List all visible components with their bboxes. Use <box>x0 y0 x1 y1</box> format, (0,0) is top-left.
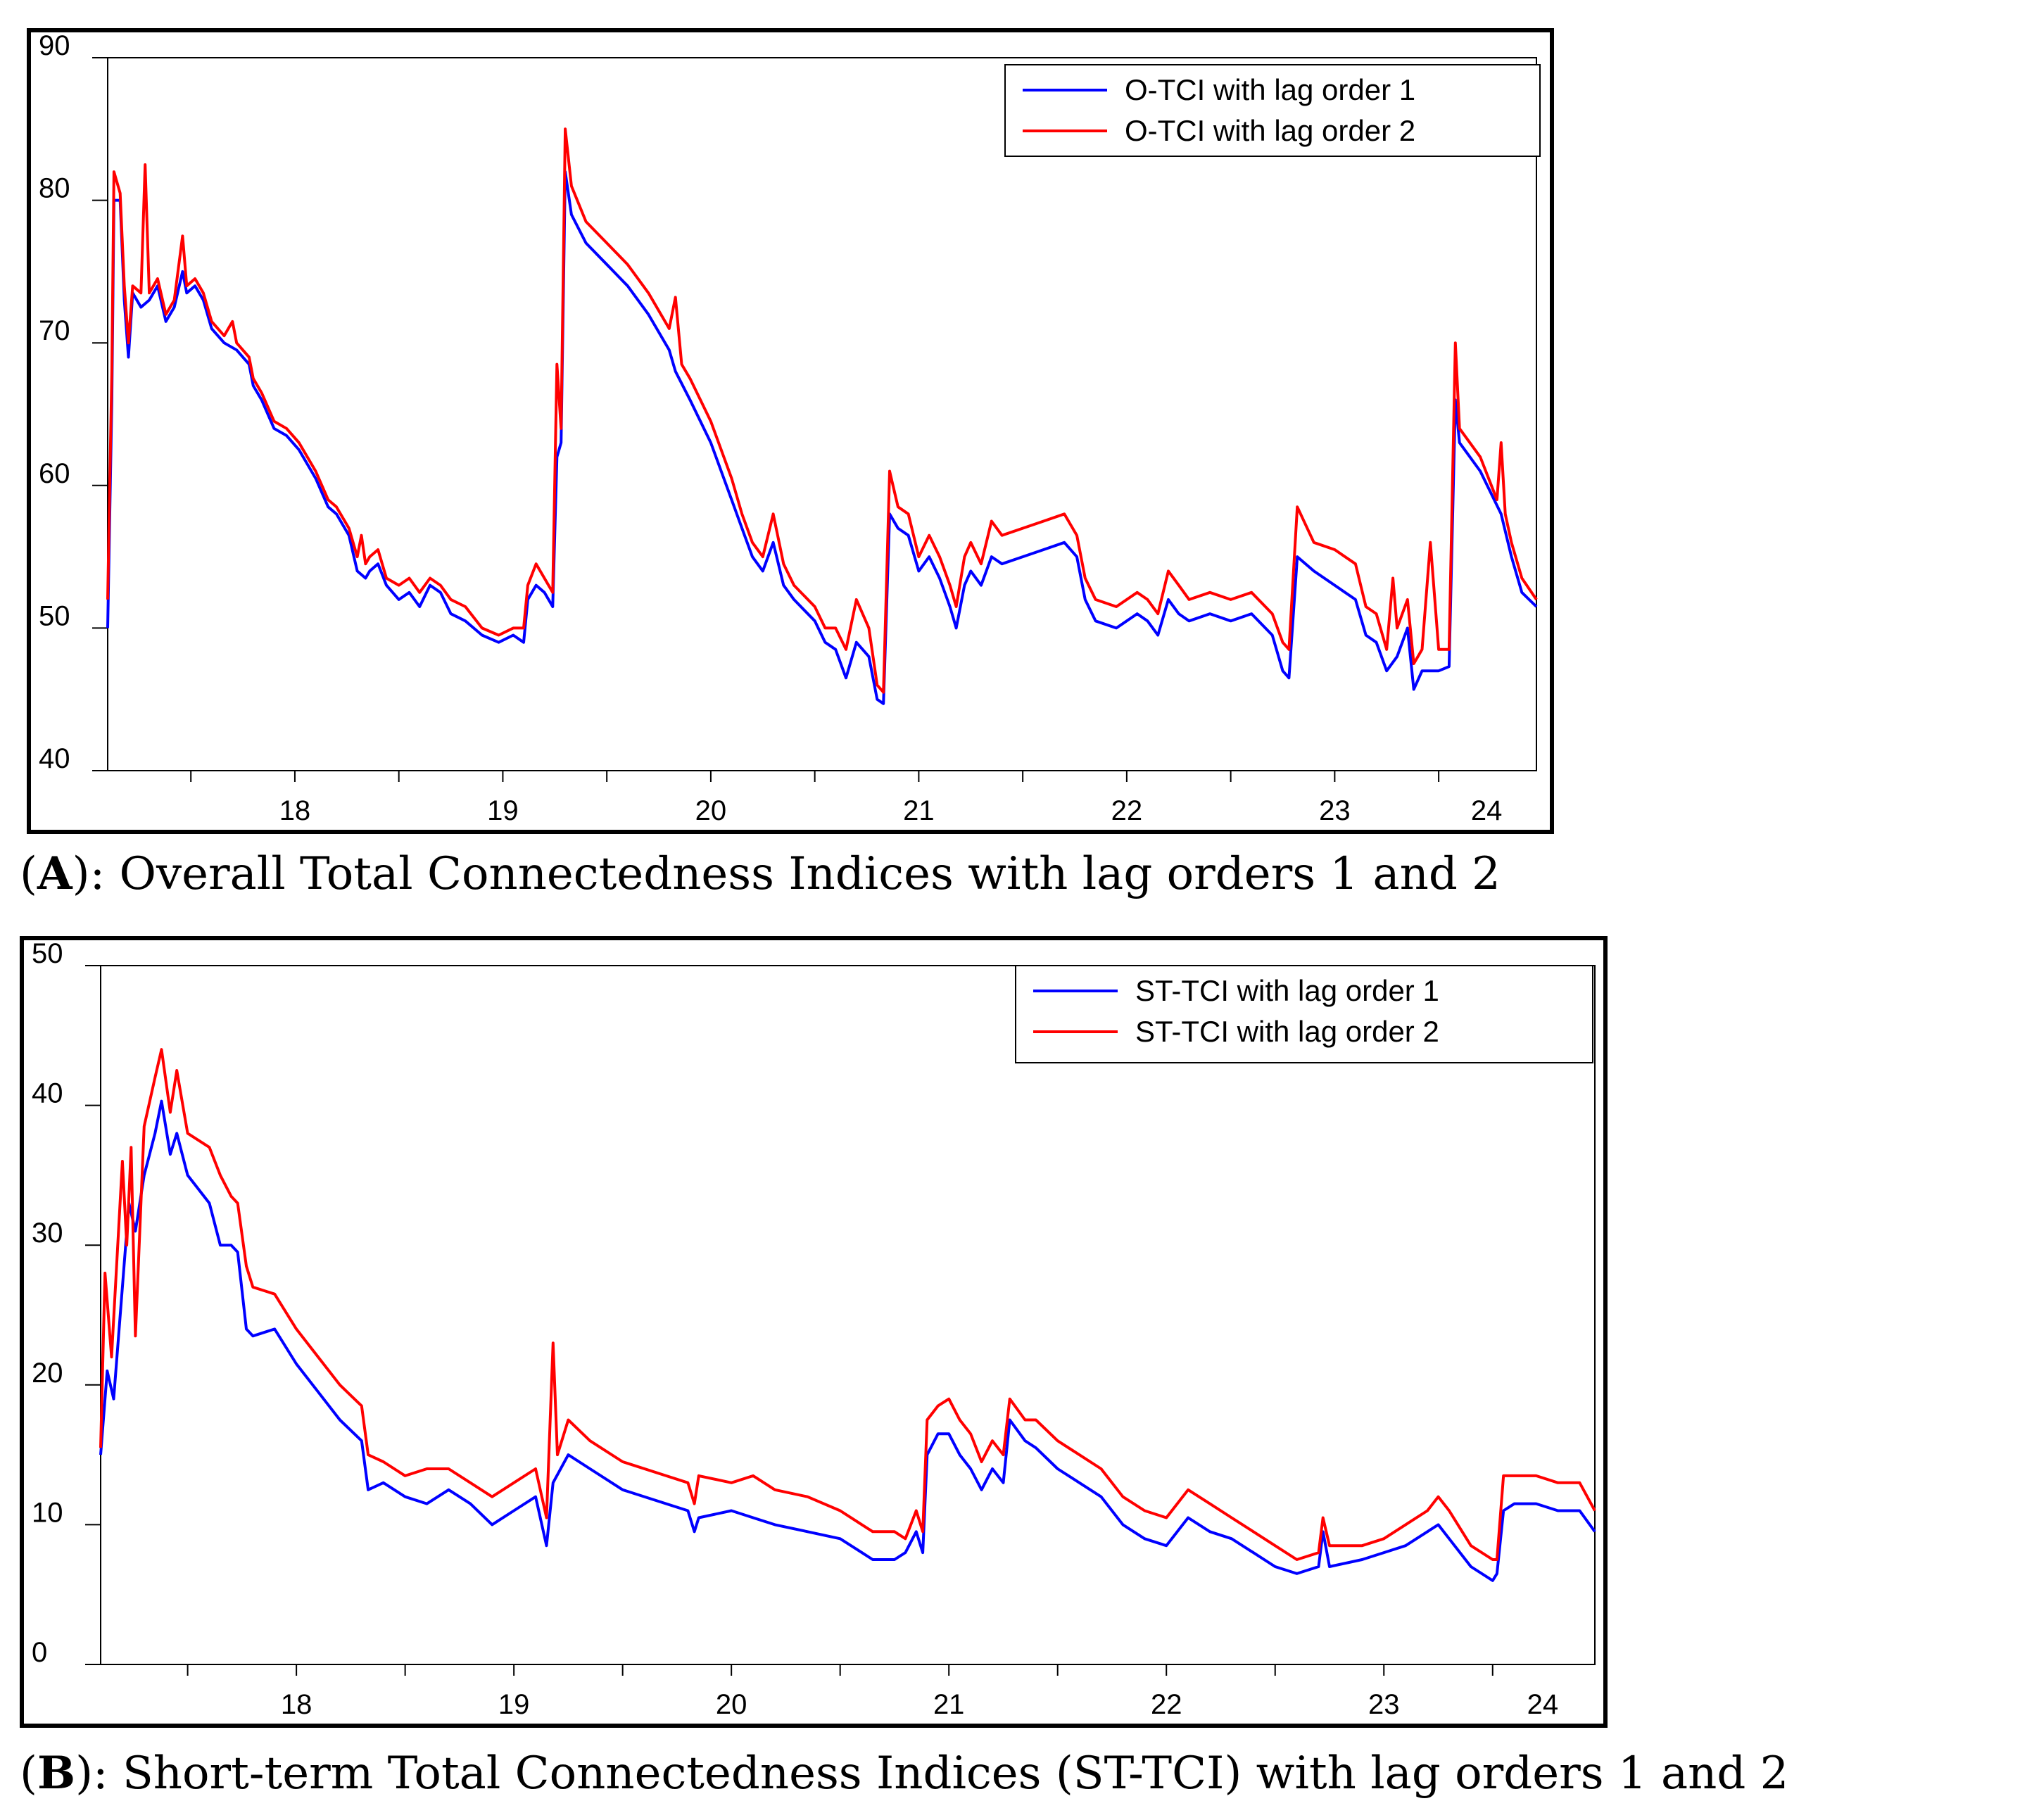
chart-b-frame <box>20 936 1608 1728</box>
chart-a-xtick-label: 20 <box>695 795 726 826</box>
chart-b-xtick-label: 21 <box>933 1689 965 1720</box>
chart-b-ytick-label: 20 <box>32 1358 63 1389</box>
chart-a-series-2-line <box>106 127 1538 694</box>
chart-b-series-1-line <box>99 1099 1596 1582</box>
chart-b-ytick-label: 30 <box>32 1218 63 1249</box>
chart-a-xtick-label: 24 <box>1471 795 1503 826</box>
chart-a-xtick-label: 23 <box>1319 795 1351 826</box>
chart-a-ytick-label: 40 <box>39 743 70 774</box>
chart-b-legend-label-1: ST-TCI with lag order 1 <box>1135 974 1439 1007</box>
chart-b-xtick-label: 20 <box>716 1689 747 1720</box>
chart-b-xtick-label: 19 <box>498 1689 530 1720</box>
chart-b-legend-label-2: ST-TCI with lag order 2 <box>1135 1015 1439 1048</box>
chart-b-legend-box <box>1015 965 1593 1063</box>
chart-a-legend-label-1: O-TCI with lag order 1 <box>1125 73 1415 106</box>
caption-b-label: B <box>37 1747 76 1800</box>
chart-b-xtick-label: 18 <box>281 1689 312 1720</box>
chart-b-ytick-label: 0 <box>32 1637 47 1668</box>
chart-b-ytick-label: 40 <box>32 1078 63 1109</box>
caption-b: (B): Short-term Total Connectedness Indi… <box>20 1747 1789 1800</box>
chart-b-series-2-line <box>99 1048 1596 1561</box>
chart-b-svg: 0 10 20 30 40 50 18 19 20 21 22 23 24 ST-TCI with lag… <box>20 936 1608 1728</box>
chart-a-legend-box <box>1004 64 1541 157</box>
chart-a-ytick-label: 50 <box>39 600 70 631</box>
chart-a-legend-label-2: O-TCI with lag order 2 <box>1125 114 1415 147</box>
chart-b-legend: ST-TCI with lag order 1 ST-TCI with lag o… <box>1015 965 1593 1063</box>
caption-a: (A): Overall Total Connectedness Indices… <box>20 847 1501 900</box>
chart-a-ytick-label: 80 <box>39 173 70 204</box>
chart-a-xtick-label: 18 <box>279 795 311 826</box>
chart-a-ytick-label: 60 <box>39 458 70 489</box>
chart-b-ytick-label: 10 <box>32 1497 63 1528</box>
caption-a-text: Overall Total Connectedness Indices with… <box>119 848 1501 900</box>
chart-b-xtick-label: 24 <box>1527 1689 1559 1720</box>
caption-a-label: A <box>37 847 72 900</box>
chart-a-plot-area <box>107 57 1537 771</box>
chart-a-xtick-label: 19 <box>487 795 519 826</box>
chart-b-xtick-label: 23 <box>1368 1689 1400 1720</box>
chart-a-xtick-label: 21 <box>903 795 935 826</box>
chart-b-xtick-label: 22 <box>1151 1689 1182 1720</box>
chart-a-frame <box>27 28 1554 834</box>
chart-panel-a: 40 50 60 70 80 90 18 19 20 21 22 23 24 O-TCI with lag… <box>27 28 1554 834</box>
chart-b-ytick-label: 50 <box>32 938 63 969</box>
chart-b-plot-area <box>100 965 1596 1665</box>
chart-a-ytick-label: 70 <box>39 315 70 346</box>
caption-b-text: Short-term Total Connectedness Indices (… <box>122 1748 1789 1800</box>
chart-a-ytick-label: 90 <box>39 30 70 61</box>
chart-a-xtick-label: 22 <box>1111 795 1143 826</box>
chart-a-legend: O-TCI with lag order 1 O-TCI with lag ord… <box>1004 64 1541 157</box>
chart-a-svg: 40 50 60 70 80 90 18 19 20 21 22 23 24 O-TCI with lag… <box>27 28 1554 834</box>
chart-panel-b: 0 10 20 30 40 50 18 19 20 21 22 23 24 ST-TCI with lag… <box>20 936 1608 1728</box>
chart-a-series-1-line <box>106 170 1538 705</box>
